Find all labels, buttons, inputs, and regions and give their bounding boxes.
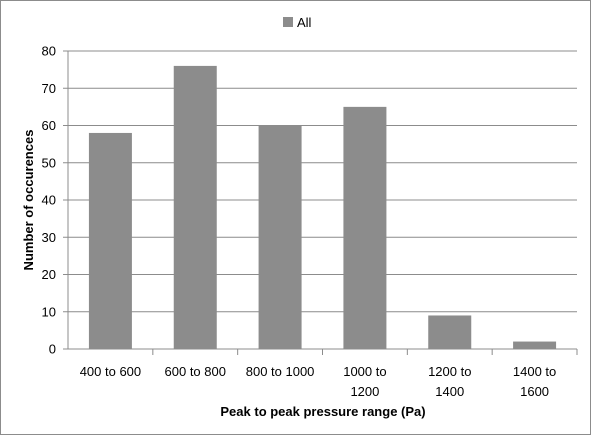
legend: All [283,15,312,30]
y-tick-label: 80 [42,44,56,59]
bar [513,341,557,349]
bars [88,65,557,350]
bar [428,315,472,349]
x-tick-label: 400 to 600 [80,364,141,379]
y-tick-label: 70 [42,81,56,96]
bar [258,125,302,349]
y-tick-label: 60 [42,118,56,133]
x-tick-label: 1200 to 1400 [428,364,471,399]
legend-label-all: All [297,15,312,30]
y-tick-label: 10 [42,304,56,319]
bar [173,65,217,350]
y-tick-label: 0 [49,342,56,357]
y-tick-label: 30 [42,230,56,245]
y-tick-label: 40 [42,193,56,208]
y-tick-labels: 0 10 20 30 40 50 60 70 80 [42,44,68,357]
x-tick-label: 800 to 1000 [246,364,315,379]
legend-swatch-all [283,17,293,27]
x-axis-title: Peak to peak pressure range (Pa) [220,404,425,419]
x-tick-label: 1000 to 1200 [343,364,386,399]
x-tick-labels: 400 to 600 600 to 800 800 to 1000 1000 to 12… [80,349,578,399]
bar [88,132,132,349]
y-tick-label: 50 [42,155,56,170]
gridlines [68,50,577,313]
y-axis-title: Number of occurences [21,130,36,271]
bar [343,106,387,349]
y-tick-label: 20 [42,267,56,282]
x-tick-label: 1400 to 1600 [513,364,556,399]
x-tick-label: 600 to 800 [165,364,226,379]
